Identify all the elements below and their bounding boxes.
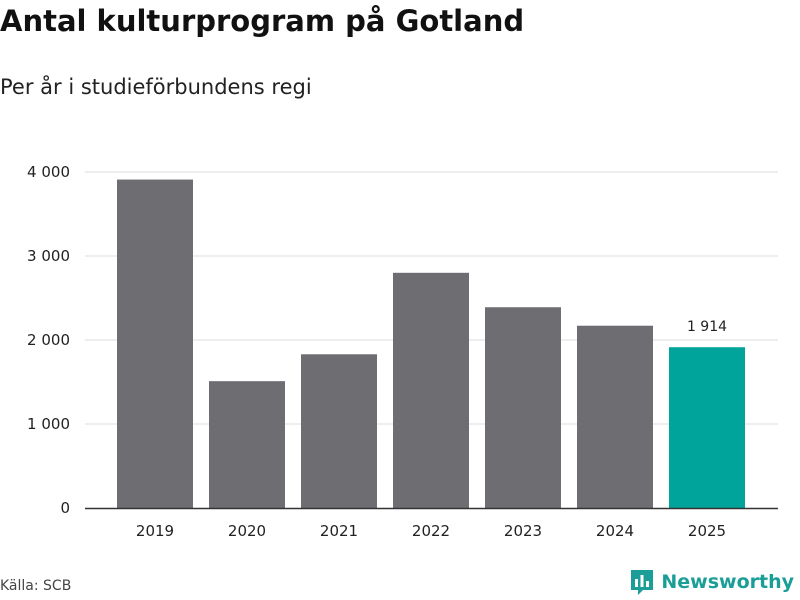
data-label-2025: 1 914 — [687, 319, 727, 335]
source-note: Källa: SCB — [0, 578, 72, 594]
y-tick-label: 1 000 — [27, 415, 70, 433]
bars — [85, 179, 778, 510]
bar-2022 — [393, 272, 469, 508]
x-tick-label: 2024 — [596, 522, 634, 540]
data-labels: 1 914 — [687, 319, 727, 335]
y-tick-label: 2 000 — [27, 331, 70, 349]
x-tick-label: 2021 — [320, 522, 358, 540]
y-tick-label: 0 — [60, 499, 70, 517]
newsworthy-logo-icon — [631, 570, 654, 595]
y-axis-ticks: 0 1 000 2 000 3 000 4 000 — [27, 163, 70, 517]
bar-2024 — [577, 325, 653, 508]
chart-subtitle: Per år i studieförbundens regi — [0, 75, 312, 99]
bar-2021 — [301, 354, 377, 508]
bar-2020 — [209, 381, 285, 508]
y-tick-label: 3 000 — [27, 247, 70, 265]
brand-name: Newsworthy — [661, 571, 794, 593]
x-tick-label: 2023 — [504, 522, 542, 540]
x-axis-ticks: 2019 2020 2021 2022 2023 2024 2025 — [136, 522, 726, 540]
chart-title: Antal kulturprogram på Gotland — [0, 4, 525, 38]
bar-2023 — [485, 307, 561, 508]
x-tick-label: 2022 — [412, 522, 450, 540]
y-tick-label: 4 000 — [27, 163, 70, 181]
bar-2019 — [117, 179, 193, 508]
newsworthy-logo: Newsworthy — [629, 568, 794, 596]
x-tick-label: 2025 — [688, 522, 726, 540]
bar-2025 — [669, 347, 745, 508]
x-tick-label: 2020 — [228, 522, 266, 540]
x-tick-label: 2019 — [136, 522, 174, 540]
